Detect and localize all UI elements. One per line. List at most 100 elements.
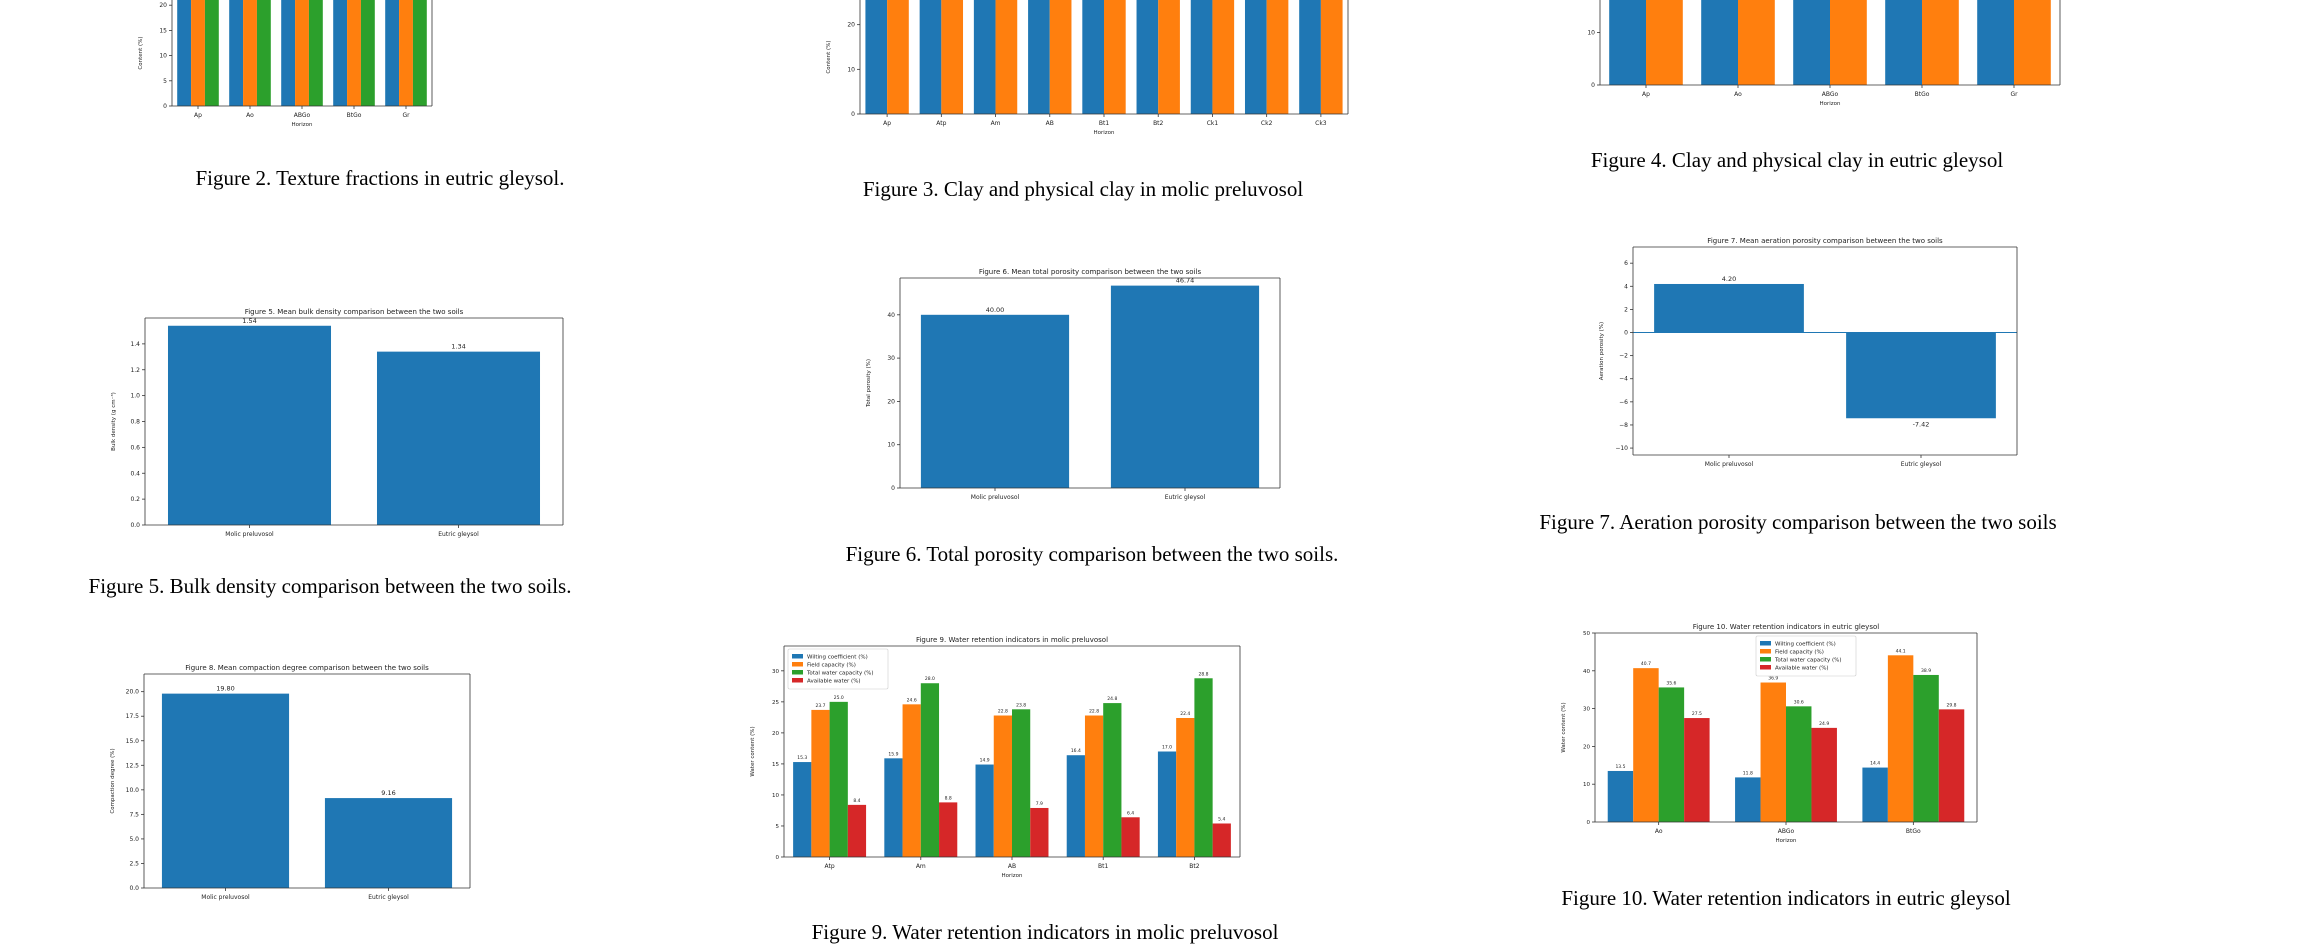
y-axis-label: Water content (%) bbox=[1561, 702, 1567, 752]
y-tick-label: 0 bbox=[163, 103, 167, 110]
figure-10-caption: Figure 10. Water retention indicators in… bbox=[1561, 886, 2011, 910]
bar-value-label: 24.9 bbox=[1819, 721, 1829, 727]
x-tick-label: AB bbox=[1046, 120, 1054, 127]
bar-value-label: 8.4 bbox=[853, 798, 860, 804]
legend-swatch bbox=[792, 670, 803, 675]
bar-value-label: 19.80 bbox=[216, 685, 235, 693]
bar-value-label: 28.8 bbox=[1199, 671, 1209, 677]
bar bbox=[1609, 0, 1646, 85]
figure-9-caption: Figure 9. Water retention indicators in … bbox=[811, 920, 1279, 944]
figure-2-caption: Figure 2. Texture fractions in eutric gl… bbox=[195, 166, 565, 190]
y-tick-label: 5.0 bbox=[129, 836, 139, 843]
x-tick-label: Molic preluvosol bbox=[971, 494, 1020, 501]
y-tick-label: 2 bbox=[1624, 306, 1628, 313]
bar bbox=[1194, 678, 1213, 857]
x-tick-label: Ao bbox=[1734, 91, 1742, 98]
x-tick-label: Ck2 bbox=[1261, 120, 1273, 127]
figure-2-chart: 0510152025ApAoABGoBtGoGrHorizonContent (… bbox=[0, 0, 600, 130]
bar bbox=[920, 314, 1070, 488]
legend-label: Total water capacity (%) bbox=[1774, 657, 1842, 663]
bar bbox=[1913, 674, 1939, 822]
x-tick-label: Ap bbox=[194, 112, 202, 119]
bar-value-label: 15.9 bbox=[888, 751, 898, 757]
bar bbox=[902, 704, 921, 857]
x-tick-label: Molic preluvosol bbox=[225, 531, 274, 538]
bar-value-label: 22.8 bbox=[1089, 709, 1099, 715]
bar bbox=[1786, 706, 1812, 822]
y-tick-label: 10 bbox=[772, 793, 779, 799]
y-axis-label: Content (%) bbox=[826, 40, 832, 73]
bar-value-label: 44.1 bbox=[1896, 648, 1906, 654]
bar bbox=[847, 804, 867, 857]
chart-title: Figure 8. Mean compaction degree compari… bbox=[185, 664, 429, 672]
y-tick-label: −6 bbox=[1619, 399, 1628, 406]
bar bbox=[920, 683, 940, 857]
y-tick-label: 10 bbox=[1587, 30, 1595, 37]
y-tick-label: 0.4 bbox=[130, 470, 140, 477]
y-tick-label: 0 bbox=[1591, 82, 1595, 89]
x-tick-label: Am bbox=[991, 120, 1001, 127]
bar-value-label: 14.9 bbox=[980, 758, 990, 764]
y-tick-label: 5 bbox=[776, 824, 780, 830]
bar-value-label: 29.8 bbox=[1947, 702, 1957, 708]
x-tick-label: BtGo bbox=[1915, 91, 1930, 98]
y-axis-label: Compaction degree (%) bbox=[110, 748, 116, 813]
bar-value-label: 40.7 bbox=[1641, 661, 1651, 667]
y-tick-label: −10 bbox=[1615, 445, 1628, 452]
legend-swatch bbox=[1760, 641, 1771, 646]
y-tick-label: 10 bbox=[159, 53, 167, 60]
bar bbox=[1084, 715, 1104, 857]
y-tick-label: 40 bbox=[1583, 669, 1590, 675]
y-tick-label: 25 bbox=[772, 700, 779, 706]
bar-value-label: 14.4 bbox=[1870, 761, 1880, 767]
chart-title: Figure 7. Mean aeration porosity compari… bbox=[1707, 237, 1943, 245]
y-tick-label: 15 bbox=[159, 27, 167, 34]
bar bbox=[412, 0, 427, 106]
bar bbox=[1938, 709, 1965, 822]
bar bbox=[793, 762, 812, 857]
bar bbox=[1607, 770, 1634, 822]
x-tick-label: Molic preluvosol bbox=[201, 894, 250, 901]
bar-value-label: 35.6 bbox=[1666, 680, 1676, 686]
figure-7-caption: Figure 7. Aeration porosity comparison b… bbox=[1539, 510, 2057, 534]
bar-value-label: 9.16 bbox=[381, 789, 395, 797]
figure-4-chart: 01020ApAoABGoBtGoGrHorizon bbox=[1540, 0, 2080, 110]
bar bbox=[1028, 0, 1050, 115]
x-tick-label: BtGo bbox=[347, 112, 362, 119]
y-tick-label: 10 bbox=[847, 66, 855, 73]
x-tick-label: Eutric gleysol bbox=[368, 894, 409, 901]
bar-value-label: 36.9 bbox=[1768, 676, 1778, 682]
legend-label: Field capacity (%) bbox=[807, 662, 856, 668]
x-tick-label: ABGo bbox=[1778, 828, 1795, 835]
y-tick-label: 20 bbox=[772, 731, 779, 737]
bar bbox=[1701, 0, 1738, 85]
y-tick-label: 10 bbox=[887, 442, 895, 449]
bar bbox=[2014, 0, 2051, 85]
bar bbox=[941, 0, 964, 115]
x-tick-label: Bt2 bbox=[1189, 863, 1199, 870]
bar-value-label: 24.6 bbox=[907, 697, 917, 703]
x-tick-label: Eutric gleysol bbox=[1165, 494, 1206, 501]
bar bbox=[1684, 718, 1710, 822]
bar bbox=[385, 0, 400, 106]
legend-swatch bbox=[1760, 657, 1771, 662]
bar bbox=[1266, 0, 1289, 115]
bar bbox=[887, 0, 909, 115]
bar-value-label: 1.34 bbox=[451, 343, 465, 351]
legend-label: Total water capacity (%) bbox=[806, 670, 874, 676]
bar-value-label: 7.9 bbox=[1036, 801, 1043, 807]
y-tick-label: 50 bbox=[1583, 631, 1590, 637]
x-axis-label: Horizon bbox=[1819, 101, 1841, 107]
y-tick-label: 20.0 bbox=[126, 689, 140, 696]
x-tick-label: Ap bbox=[1642, 91, 1650, 98]
x-tick-label: Ck3 bbox=[1315, 120, 1327, 127]
bar-value-label: -7.42 bbox=[1913, 420, 1930, 428]
y-tick-label: 4 bbox=[1624, 283, 1628, 290]
bar-value-label: 27.5 bbox=[1692, 711, 1702, 717]
chart-svg: 0102030ApAtpAmABBt1Bt2Ck1Ck2Ck3HorizonCo… bbox=[826, 0, 1349, 136]
legend-label: Wilting coefficient (%) bbox=[807, 654, 868, 660]
y-tick-label: 0 bbox=[851, 111, 855, 118]
legend-label: Available water (%) bbox=[1775, 665, 1829, 671]
bar-value-label: 15.3 bbox=[797, 755, 807, 761]
bar bbox=[1846, 332, 1996, 419]
